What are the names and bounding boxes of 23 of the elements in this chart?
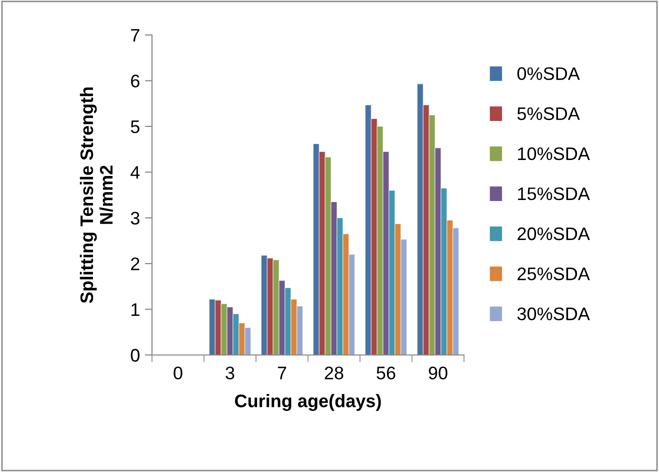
y-tick-label: 5 xyxy=(130,120,140,134)
y-axis-title: Splitting Tensile Strength N/mm2 xyxy=(80,87,113,304)
x-tick-label: 0 xyxy=(174,366,182,380)
x-axis-title: Curing age(days) xyxy=(235,394,381,411)
legend-label: 15%SDA xyxy=(518,187,590,200)
y-tick-label: 6 xyxy=(131,74,140,88)
x-tick-label: 7 xyxy=(278,366,286,380)
legend-label: 30%SDA xyxy=(517,307,590,320)
legend-label: 5%SDA xyxy=(517,107,580,120)
x-tick-label: 56 xyxy=(376,366,396,380)
y-tick-label: 3 xyxy=(130,212,140,225)
y-tick-label: 4 xyxy=(130,166,140,179)
x-tick-label: 28 xyxy=(324,366,344,380)
legend-label: 20%SDA xyxy=(518,227,590,240)
y-tick-label: 2 xyxy=(131,258,140,270)
legend-label: 10%SDA xyxy=(518,147,590,160)
legend-label: 25%SDA xyxy=(518,267,590,280)
y-tick-label: 0 xyxy=(130,348,140,362)
x-tick-label: 3 xyxy=(226,366,234,380)
legend-label: 0%SDA xyxy=(517,67,580,80)
y-tick-label: 7 xyxy=(131,29,140,42)
x-tick-label: 90 xyxy=(428,366,448,380)
y-tick-label: 1 xyxy=(132,303,140,316)
